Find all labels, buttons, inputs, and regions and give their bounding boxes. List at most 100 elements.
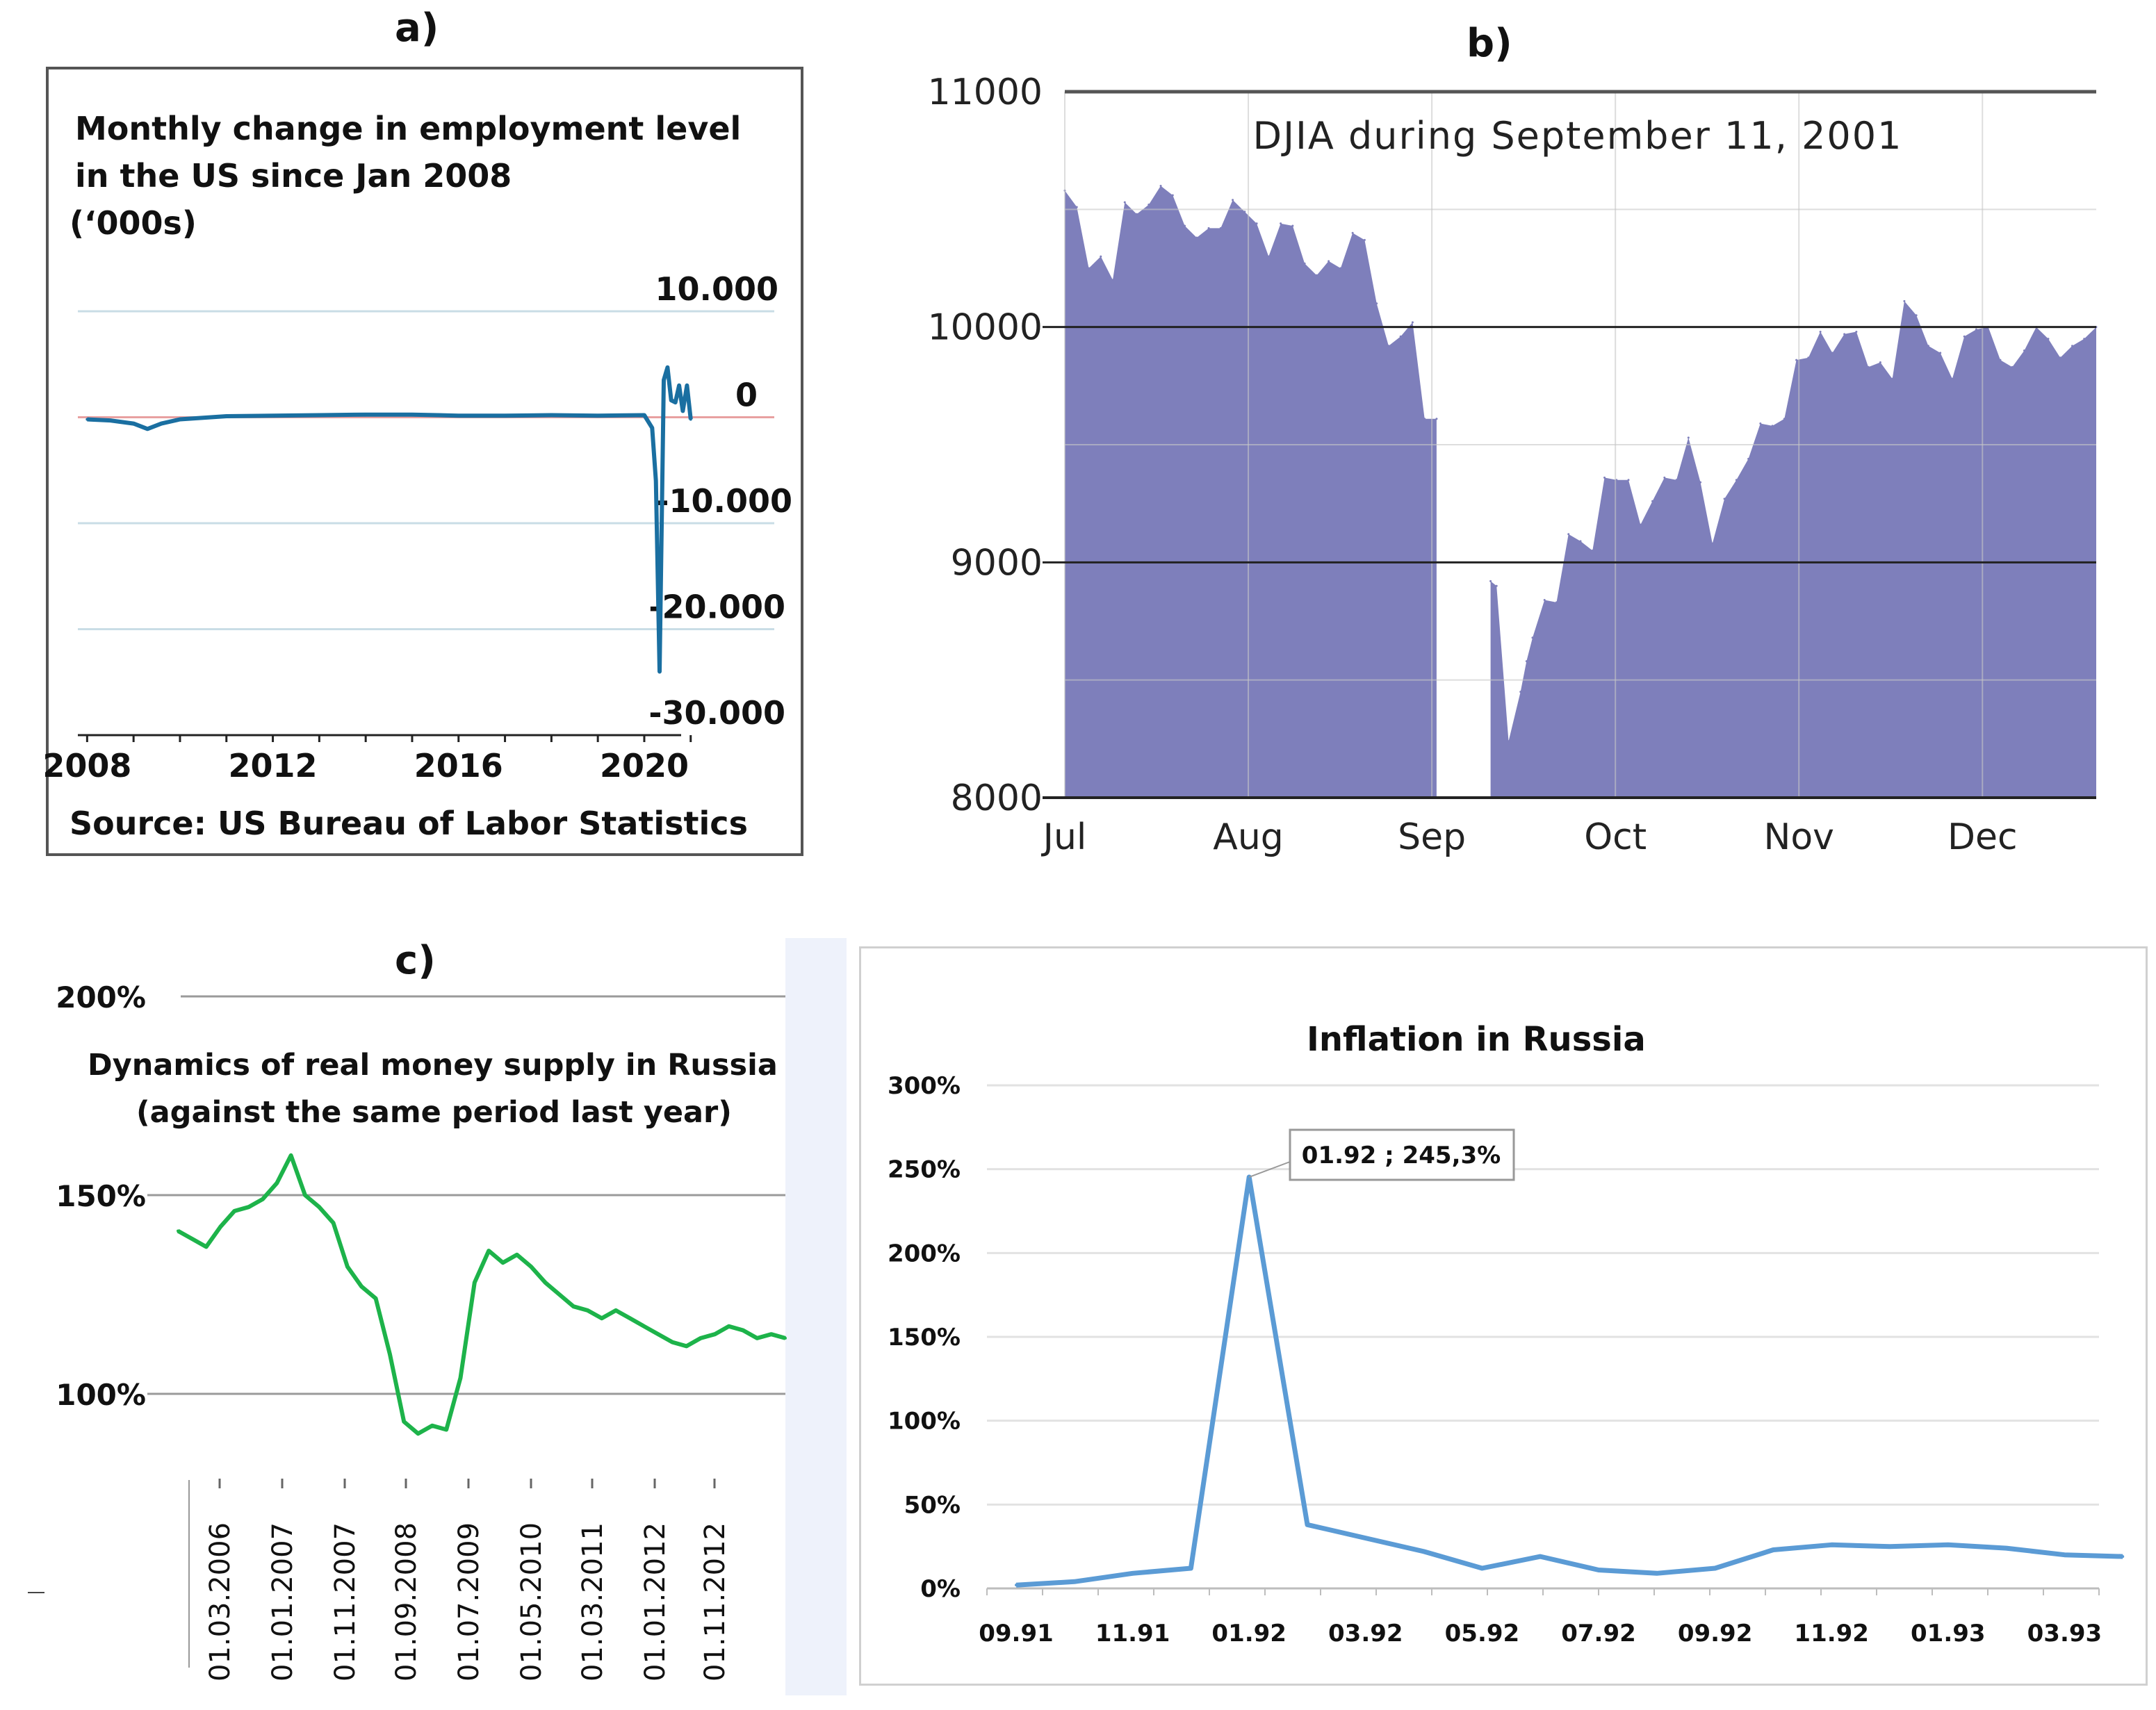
chart-d-x-tick-label: 09.92 [1678,1620,1753,1647]
chart-b-data-point [1339,267,1342,270]
chart-c-y-tick-label: 150% [56,1179,146,1213]
chart-b-data-point [1489,579,1492,582]
chart-a-y-tick-label: -30.000 [648,694,785,732]
chart-b-data-point [1711,542,1714,545]
chart-b-data-point [1543,599,1546,602]
chart-b-data-point [1915,314,1918,317]
chart-b-data-point [1747,457,1750,460]
chart-c-data-point [218,1225,222,1228]
chart-c-data-point [501,1261,505,1265]
chart-a-data-point [550,413,553,417]
chart-b-data-point [1411,321,1414,324]
chart-c-x-tick-label: 01.03.2011 [577,1522,609,1682]
chart-b-data-point [1219,227,1222,229]
chart-c-x-tick-label: 01.07.2009 [453,1522,485,1682]
chart-a-source: Source: US Bureau of Labor Statistics [70,805,748,842]
chart-d-data-point [1830,1543,1834,1547]
chart-a-y-tick-label: 10.000 [655,270,778,308]
chart-c-data-point [572,1305,575,1308]
chart-b-data-point [1843,333,1846,336]
chart-b-data-point [1783,418,1786,420]
chart-b-x-tick-label: Sep [1398,816,1466,858]
chart-b-data-point [1963,335,1966,338]
chart-a-data-point [681,409,685,413]
chart-c-data-point [557,1293,561,1296]
chart-d-data-point [2063,1553,2066,1556]
chart-c-data-point [657,1333,660,1336]
chart-d-x-tick-label: 11.91 [1095,1620,1170,1647]
chart-c-data-point [671,1340,674,1344]
chart-b-y-tick-label: 8000 [951,778,1043,819]
chart-d-data-point [1072,1580,1076,1584]
chart-c-data-point [685,1345,688,1348]
chart-b-x-tick-label: Oct [1584,816,1647,858]
chart-b-data-point [1927,345,1929,347]
chart-b-data-point [1795,359,1798,361]
chart-b-data-point [1723,498,1726,500]
chart-c-data-point [318,1206,321,1209]
chart-b-data-point [1975,328,1977,331]
chart-b-y-tick-label: 11000 [928,72,1043,113]
chart-c-data-point [515,1253,518,1256]
chart-d-series-line [1015,1174,2123,1588]
chart-c-data-point [233,1209,236,1212]
chart-b-data-point [1423,418,1426,420]
chart-a-data-point [669,399,673,402]
chart-b-data-point [1663,476,1666,479]
chart-d-title: Inflation in Russia [1307,1020,1646,1059]
chart-a-title-line-3: (‘000s) [70,204,197,242]
chart-c-data-point [416,1432,420,1436]
chart-d-annotation-leader [1248,1161,1291,1178]
chart-a-data-point [666,365,669,369]
chart-a-data-point [654,479,658,482]
chart-b-data-point [1232,199,1234,202]
chart-d-data-point [1597,1568,1600,1572]
chart-c-data-point [303,1194,307,1197]
chart-b-data-point [1280,222,1282,225]
chart-c-data-point [388,1352,391,1356]
chart-b-data-point [1171,194,1174,197]
chart-a-data-point [642,413,646,417]
chart-a-data-point [160,422,163,425]
chart-d-data-point [2004,1547,2008,1550]
chart-d-data-point [1364,1536,1367,1540]
chart-b-data-point [2059,356,2061,359]
chart-b-data-point [1519,691,1522,693]
chart-b-data-point [1075,206,1078,208]
chart-c-data-point [544,1281,547,1284]
chart-d-x-tick-label: 01.92 [1211,1620,1287,1647]
chart-b-area [1490,301,2096,798]
chart-b-data-point [1495,584,1498,587]
chart-a-data-point [108,419,112,422]
chart-a-data-point [364,413,368,416]
chart-a-title-line-1: Monthly change in employment level [75,110,742,147]
chart-b-data-point [1351,231,1354,234]
panel-label-b: b) [1467,21,1512,66]
chart-d-y-tick-label: 150% [888,1324,961,1351]
chart-b-data-point [1567,533,1570,536]
chart-a-title-line-2: in the US since Jan 2008 [75,157,512,195]
chart-c-data-point [430,1424,434,1427]
chart-c-data-point [756,1336,759,1340]
chart-c-data-point [614,1308,618,1312]
chart-d-data-point [1189,1567,1193,1570]
chart-a-data-point [146,427,149,431]
chart-b-data-point [1243,211,1246,213]
panel-label-c: c) [395,938,436,983]
chart-c-data-point [289,1153,293,1157]
chart-c-data-point [345,1265,349,1268]
chart-d-data-point [1306,1523,1309,1527]
chart-b-data-point [1603,476,1606,479]
chart-b-data-point [1807,356,1810,359]
chart-c-data-point [445,1428,448,1431]
chart-b-data-point [1771,425,1774,427]
chart-a-x-tick-label: 2016 [414,747,503,784]
chart-c-data-point [360,1285,364,1288]
chart-d-x-tick-label: 11.92 [1794,1620,1869,1647]
chart-d-x-tick-label: 03.93 [2027,1620,2102,1647]
chart-b-data-point [1951,377,1954,380]
chart-c-x-tick-label: 01.11.2007 [329,1522,361,1682]
chart-b-data-point [1675,479,1678,482]
panel-c-side-strip [785,938,847,1695]
chart-d-y-tick-label: 200% [888,1240,961,1267]
